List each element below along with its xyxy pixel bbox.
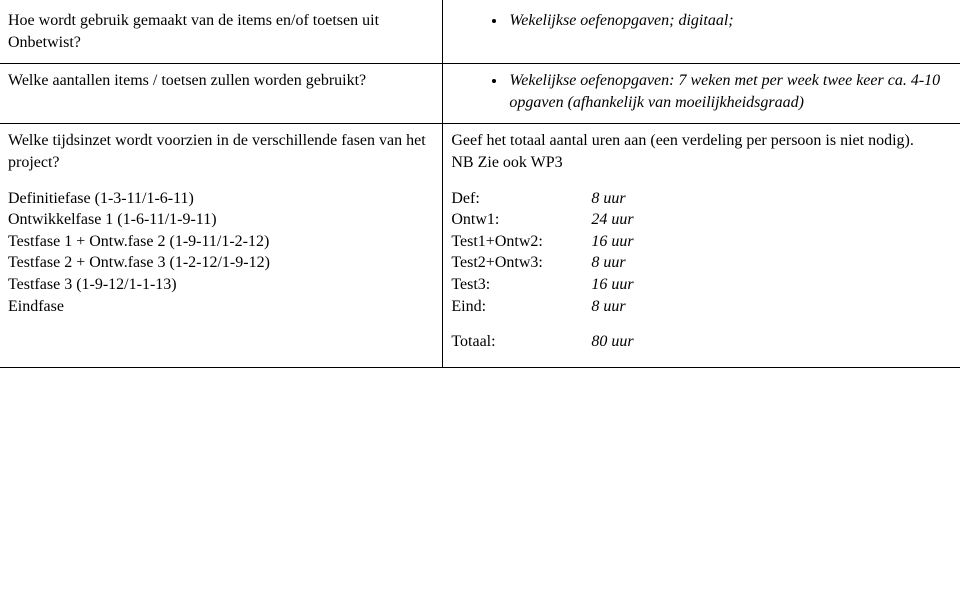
plan-total: Totaal: 80 uur — [451, 331, 952, 353]
a2-list: Wekelijkse oefenopgaven: 7 weken met per… — [451, 70, 952, 113]
cell-q2: Welke aantallen items / toetsen zullen w… — [0, 64, 443, 124]
a2-item: Wekelijkse oefenopgaven: 7 weken met per… — [507, 70, 952, 113]
q3-line: Testfase 2 + Ontw.fase 3 (1-2-12/1-9-12) — [8, 252, 434, 274]
a3-intro-2: NB Zie ook WP3 — [451, 154, 562, 171]
cell-a2: Wekelijkse oefenopgaven: 7 weken met per… — [443, 64, 960, 124]
plan-label: Test1+Ontw2: — [451, 231, 591, 253]
plan-value: 8 uur — [591, 188, 625, 210]
plan-label: Eind: — [451, 296, 591, 318]
plan-row: Test2+Ontw3: 8 uur — [451, 252, 952, 274]
plan-label: Ontw1: — [451, 209, 591, 231]
cell-a3: Geef het totaal aantal uren aan (een ver… — [443, 124, 960, 367]
q3-intro: Welke tijdsinzet wordt voorzien in de ve… — [8, 132, 426, 171]
plan-row: Eind: 8 uur — [451, 296, 952, 318]
q3-line: Testfase 3 (1-9-12/1-1-13) — [8, 274, 434, 296]
total-label: Totaal: — [451, 331, 591, 353]
table-row: Hoe wordt gebruik gemaakt van de items e… — [0, 0, 960, 64]
plan-row: Ontw1: 24 uur — [451, 209, 952, 231]
plan-value: 8 uur — [591, 296, 625, 318]
cell-a1: Wekelijkse oefenopgaven; digitaal; — [443, 0, 960, 64]
q3-line: Eindfase — [8, 296, 434, 318]
plan-row: Def: 8 uur — [451, 188, 952, 210]
q3-line: Definitiefase (1-3-11/1-6-11) — [8, 188, 434, 210]
table-row: Welke aantallen items / toetsen zullen w… — [0, 64, 960, 124]
plan-value: 24 uur — [591, 209, 633, 231]
plan-label: Def: — [451, 188, 591, 210]
a1-item: Wekelijkse oefenopgaven; digitaal; — [507, 10, 952, 32]
table-row: Welke tijdsinzet wordt voorzien in de ve… — [0, 124, 960, 367]
plan-value: 8 uur — [591, 252, 625, 274]
plan-row: Test3: 16 uur — [451, 274, 952, 296]
plan-label: Test3: — [451, 274, 591, 296]
q2-text: Welke aantallen items / toetsen zullen w… — [8, 72, 366, 89]
q3-line: Ontwikkelfase 1 (1-6-11/1-9-11) — [8, 209, 434, 231]
q1-text: Hoe wordt gebruik gemaakt van de items e… — [8, 12, 379, 51]
a1-list: Wekelijkse oefenopgaven; digitaal; — [451, 10, 952, 32]
plan-label: Test2+Ontw3: — [451, 252, 591, 274]
plan-row: Test1+Ontw2: 16 uur — [451, 231, 952, 253]
q3-line: Testfase 1 + Ontw.fase 2 (1-9-11/1-2-12) — [8, 231, 434, 253]
plan-value: 16 uur — [591, 274, 633, 296]
a3-intro: Geef het totaal aantal uren aan (een ver… — [451, 132, 913, 149]
cell-q3: Welke tijdsinzet wordt voorzien in de ve… — [0, 124, 443, 367]
plan-value: 16 uur — [591, 231, 633, 253]
total-value: 80 uur — [591, 331, 633, 353]
content-table: Hoe wordt gebruik gemaakt van de items e… — [0, 0, 960, 368]
cell-q1: Hoe wordt gebruik gemaakt van de items e… — [0, 0, 443, 64]
